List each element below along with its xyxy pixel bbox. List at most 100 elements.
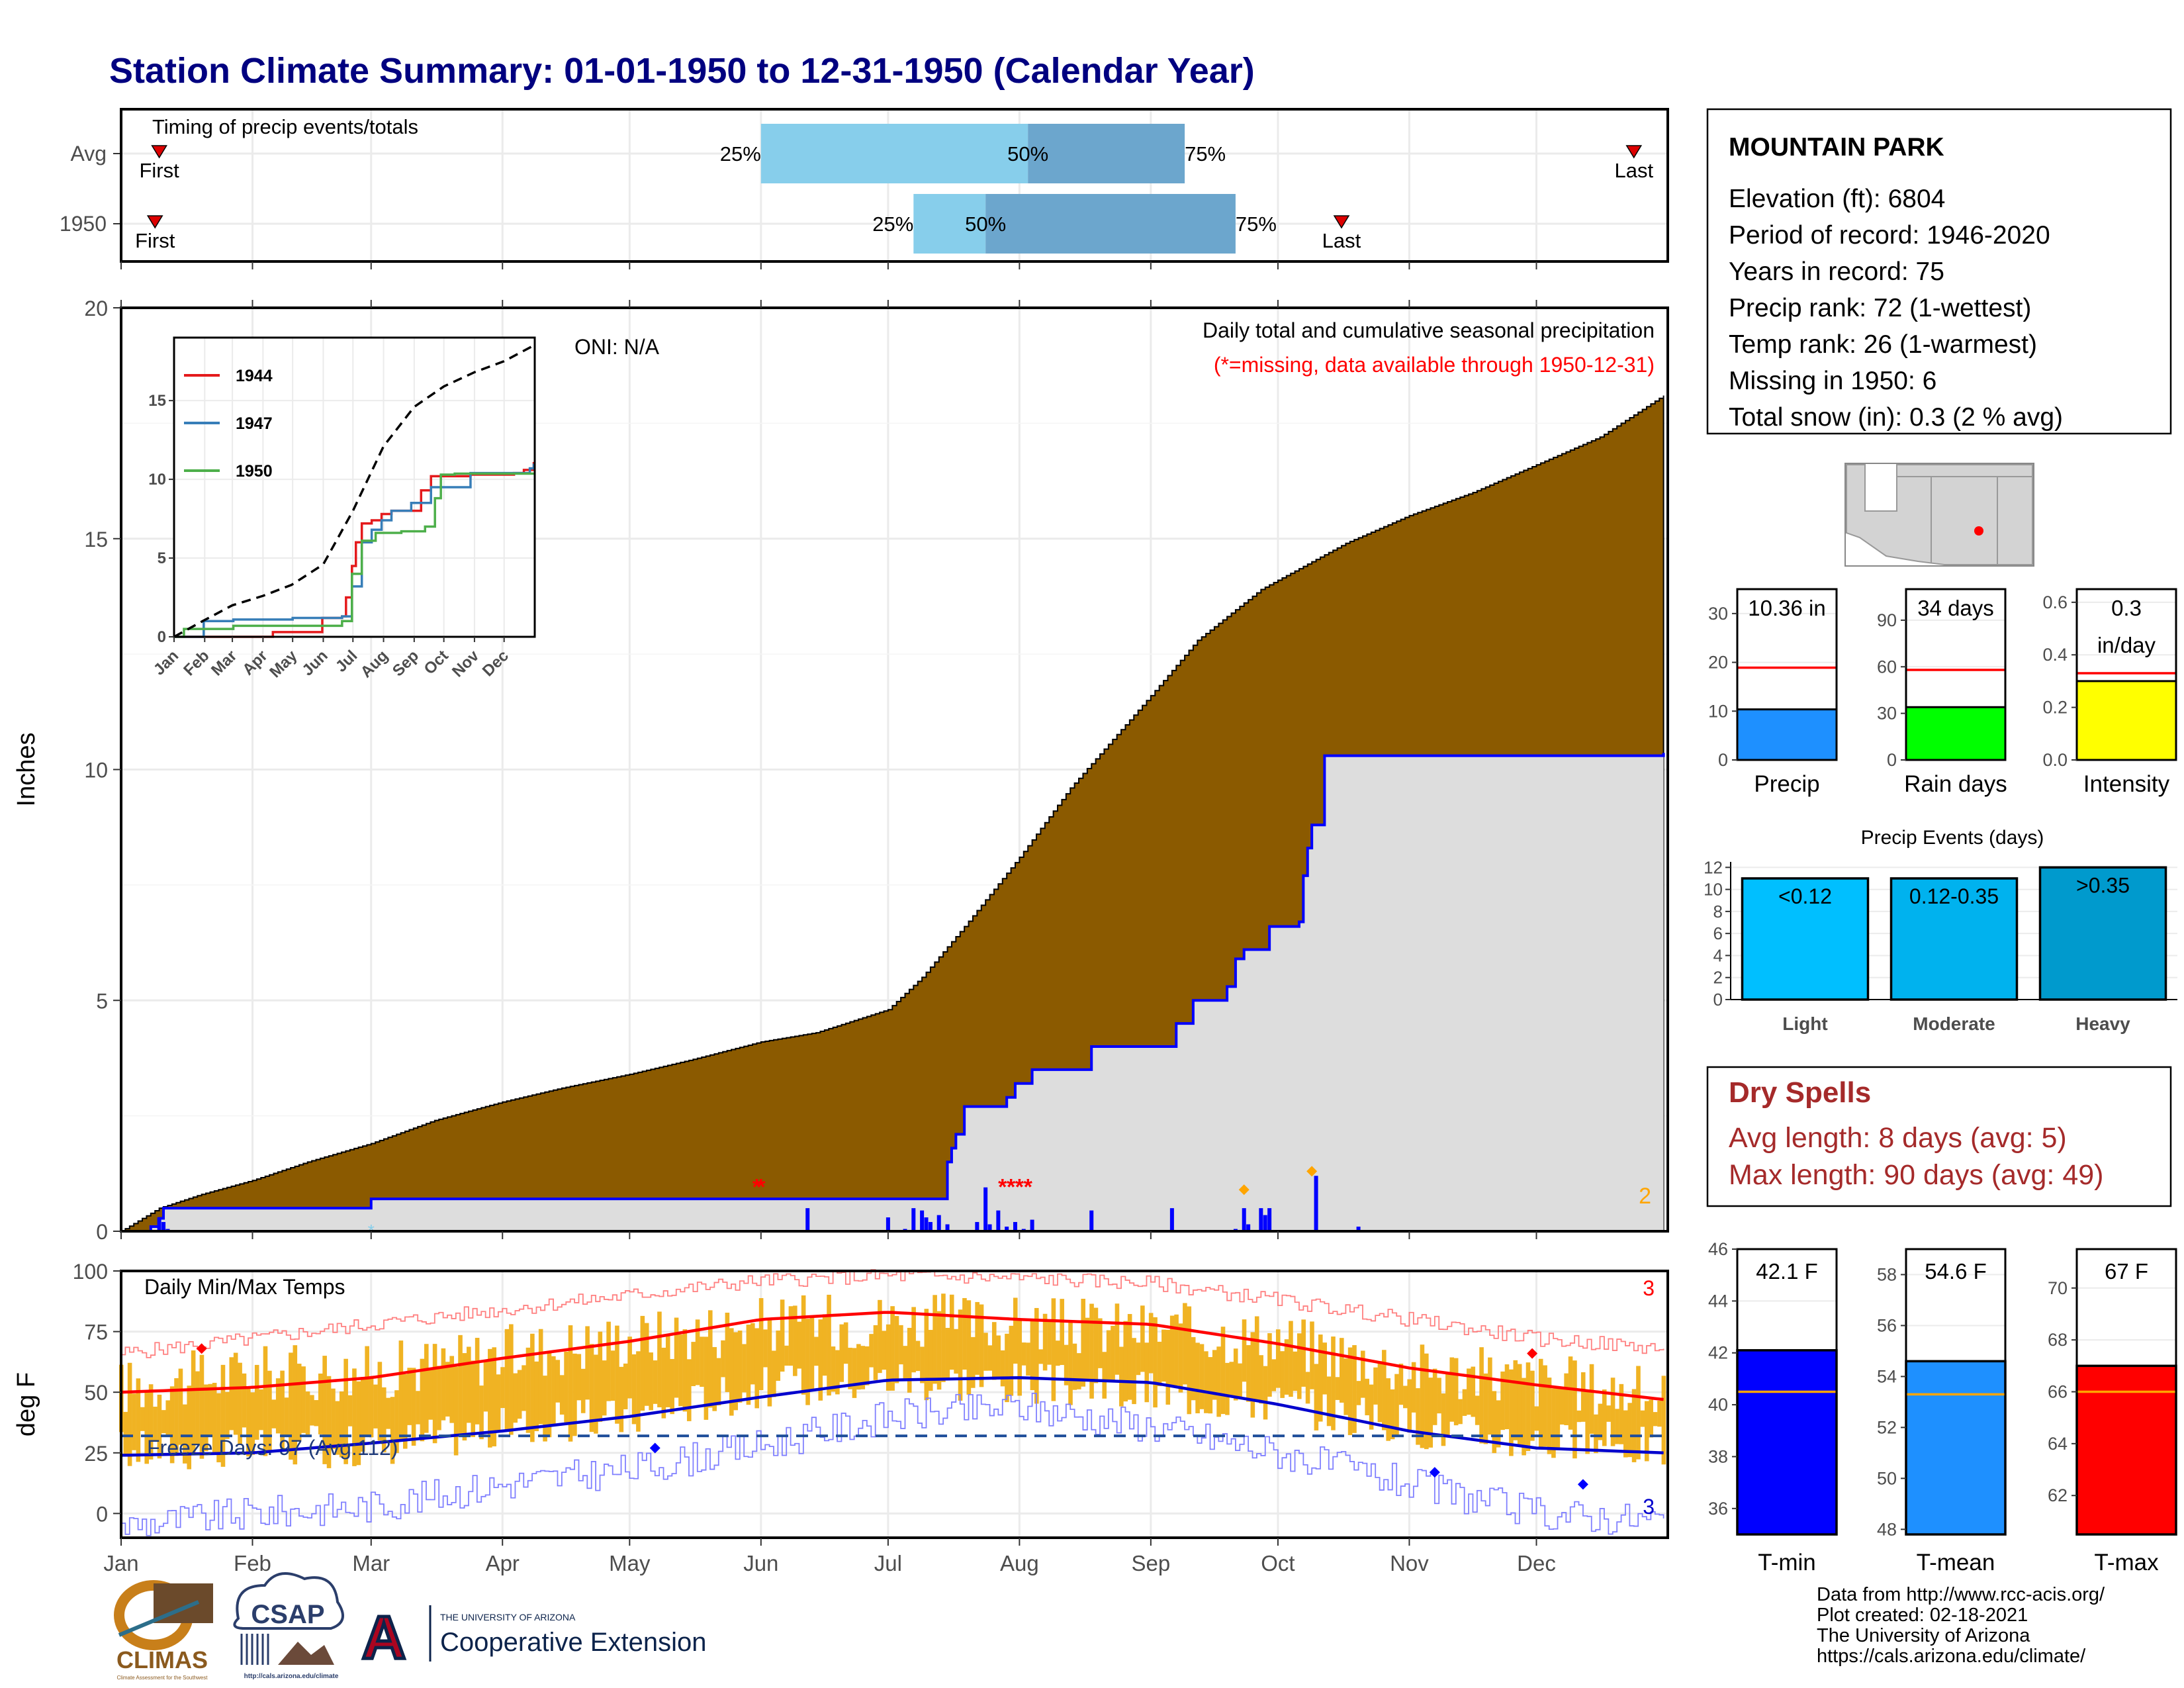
daily-precip-bar <box>1089 1210 1094 1231</box>
timing-bar-upper <box>985 194 1236 254</box>
daily-temp-bar <box>123 1411 128 1455</box>
daily-temp-bar <box>1187 1306 1192 1415</box>
daily-temp-bar <box>1488 1357 1492 1435</box>
events-y-tick-label: 4 <box>1713 945 1723 965</box>
precip-events-panel: Precip Events (days) <0.12 Light 0.12-0.35 M… <box>1704 827 2177 1034</box>
summary-y-tick-label: 0.4 <box>2042 645 2068 665</box>
daily-temp-bar <box>471 1360 476 1437</box>
daily-temp-bar <box>979 1304 984 1387</box>
daily-temp-bar <box>199 1354 205 1459</box>
daily-temp-bar <box>398 1340 404 1440</box>
daily-temp-bar <box>754 1328 760 1409</box>
record-min-line <box>121 1392 1664 1536</box>
daily-temp-bar <box>1009 1325 1014 1396</box>
daily-temp-bar <box>250 1392 255 1455</box>
station-info-line: Total snow (in): 0.3 (2 % avg) <box>1729 403 2063 432</box>
daily-temp-bar <box>1038 1349 1043 1364</box>
daily-temp-bar <box>216 1393 221 1463</box>
daily-temp-bar <box>1051 1298 1056 1401</box>
daily-temp-bar <box>1305 1372 1310 1404</box>
daily-temp-bar <box>407 1368 412 1425</box>
daily-temp-bar <box>259 1389 263 1430</box>
daily-temp-bar <box>793 1305 797 1376</box>
summary-bar-Intensity <box>2075 680 2177 761</box>
daily-temp-bar <box>441 1348 446 1421</box>
daily-temp-bar <box>970 1336 976 1388</box>
summary-name-label: Rain days <box>1904 771 2007 797</box>
daily-temp-bar <box>233 1352 238 1435</box>
dry-spells-box <box>1706 1066 2172 1207</box>
daily-temp-bar <box>1445 1374 1450 1437</box>
tsum-y-tick-label: 54 <box>1877 1366 1897 1386</box>
daily-temp-bar <box>1047 1319 1052 1365</box>
temps-x-tick-label: Sep <box>1132 1551 1171 1575</box>
daily-temp-bar <box>195 1371 200 1445</box>
daily-temp-bar <box>1467 1368 1471 1415</box>
daily-temp-bar <box>945 1327 950 1380</box>
dry-spells-panel: Dry Spells Avg length: 8 days (avg: 5) Max… <box>1706 1066 2172 1207</box>
daily-temp-bar <box>657 1311 662 1407</box>
footer: Data from http://www.rcc-acis.org/Plot c… <box>114 1572 2105 1681</box>
timing-p75-label: 75% <box>1236 212 1277 236</box>
daily-temp-bar <box>386 1397 390 1429</box>
timing-first-label: First <box>135 229 175 252</box>
tsum-y-tick-label: 68 <box>2048 1330 2068 1350</box>
timing-p50-label: 50% <box>1007 142 1048 165</box>
daily-precip-bar <box>1263 1215 1267 1231</box>
daily-temp-bar <box>797 1321 802 1369</box>
daily-temp-bar <box>1361 1350 1365 1398</box>
ua-logo-line1: THE UNIVERSITY OF ARIZONA <box>440 1612 576 1622</box>
daily-temp-bar <box>682 1329 688 1412</box>
daily-temp-bar <box>1195 1342 1200 1414</box>
tsum-y-tick-label: 50 <box>1877 1468 1897 1488</box>
events-y-tick-label: 6 <box>1713 923 1723 943</box>
daily-temp-bar <box>691 1342 696 1386</box>
daily-temp-bar <box>1326 1376 1332 1427</box>
tsum-y-tick-label: 42 <box>1708 1343 1728 1363</box>
daily-temp-bar <box>758 1298 764 1390</box>
daily-temp-bar <box>467 1346 471 1423</box>
daily-temp-bar <box>509 1324 514 1435</box>
summary-y-tick-label: 0 <box>1718 750 1728 770</box>
dry-spells-line: Max length: 90 days (avg: 49) <box>1729 1159 2103 1191</box>
daily-temp-bar <box>725 1313 730 1392</box>
daily-temp-bar <box>1449 1357 1455 1422</box>
daily-temp-bar <box>1297 1333 1302 1399</box>
inset-background <box>174 338 535 637</box>
temps-y-tick-label: 0 <box>96 1502 108 1526</box>
daily-temp-bar <box>1246 1345 1251 1402</box>
daily-temp-bar <box>1504 1364 1510 1430</box>
daily-temp-bar <box>293 1345 298 1465</box>
events-y-tick-label: 8 <box>1713 902 1723 921</box>
daily-temp-bar <box>1640 1410 1645 1427</box>
daily-temp-bar <box>254 1364 259 1440</box>
tsum-panel-frame <box>1905 1248 2007 1536</box>
tsum-y-tick-label: 36 <box>1708 1499 1728 1519</box>
daily-precip-bar <box>924 1217 929 1231</box>
daily-temp-bar <box>941 1293 946 1382</box>
daily-temp-bar <box>475 1338 480 1425</box>
daily-temp-bar <box>326 1376 332 1468</box>
daily-temp-bar <box>860 1346 866 1389</box>
events-y-tick-label: 0 <box>1713 990 1723 1009</box>
daily-temp-bar <box>936 1311 942 1390</box>
daily-temp-bar <box>1403 1385 1408 1409</box>
daily-temp-bar <box>132 1393 136 1450</box>
tsum-y-tick-label: 58 <box>1877 1264 1897 1284</box>
temps-x-tick-label: Jul <box>874 1551 902 1575</box>
daily-temp-bar <box>1161 1329 1166 1382</box>
daily-temp-bar <box>1178 1323 1183 1393</box>
timing-first-marker <box>146 215 163 229</box>
daily-temp-bar <box>1551 1388 1556 1458</box>
daily-temp-bar <box>212 1382 217 1454</box>
summary-y-tick-label: 30 <box>1877 704 1897 724</box>
record-temp-marker <box>649 1442 660 1454</box>
daily-temp-bar <box>1293 1351 1298 1391</box>
csap-logo-cloud <box>233 1572 344 1630</box>
daily-temp-bar <box>1000 1350 1005 1387</box>
station-info-line: Elevation (ft): 6804 <box>1729 185 1945 213</box>
daily-temp-bar <box>1483 1373 1488 1444</box>
station-info-line: Temp rank: 26 (1-warmest) <box>1729 330 2037 359</box>
daily-temp-bar <box>801 1295 806 1395</box>
daily-temp-bar <box>737 1331 743 1403</box>
